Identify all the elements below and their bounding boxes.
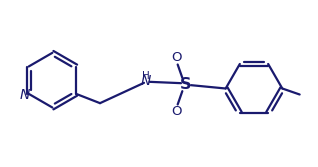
Text: S: S [180,77,191,92]
Text: O: O [171,51,182,64]
Text: O: O [171,105,182,118]
Text: N: N [19,88,30,102]
Text: N: N [140,73,150,88]
Text: H: H [142,71,149,81]
